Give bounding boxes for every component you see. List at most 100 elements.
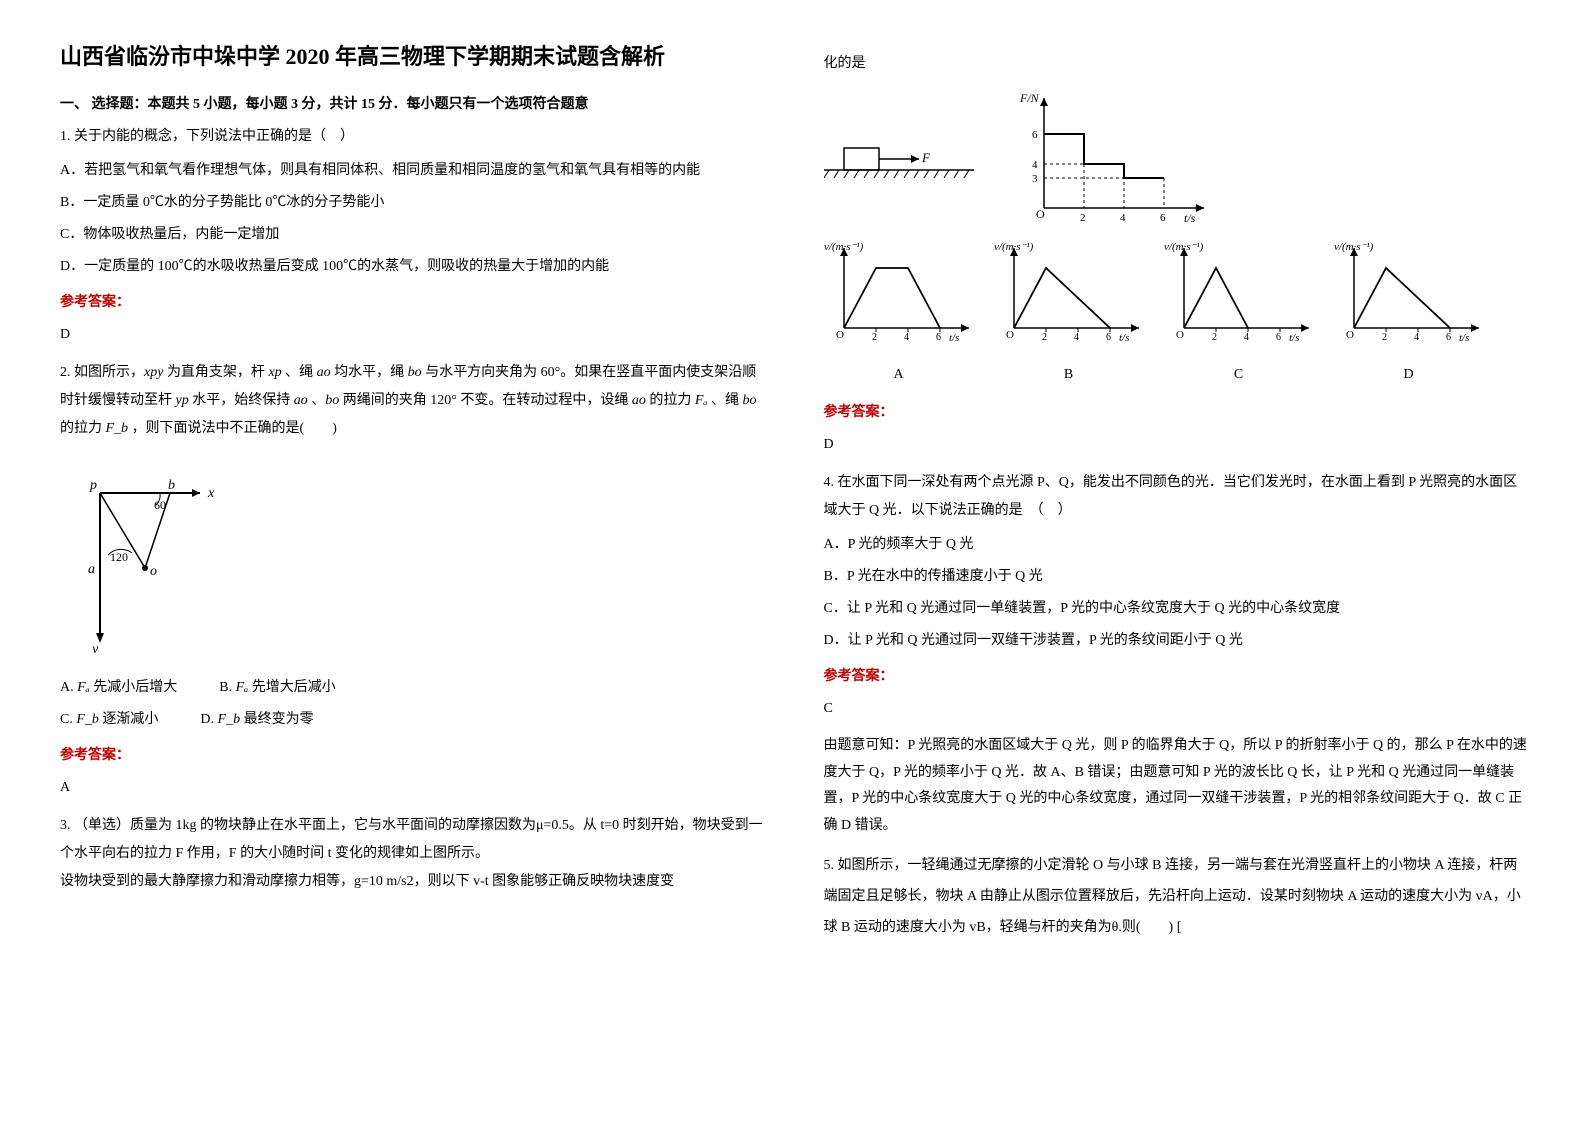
- q1-answer: D: [60, 321, 764, 349]
- q2-t3: 、绳: [282, 365, 317, 380]
- q2-bo1: bo: [408, 365, 422, 380]
- q2-diagram-svg: p b x a o y 60 120: [60, 453, 240, 653]
- q2C-mid: 逐渐减小: [99, 712, 159, 727]
- vtB-xl: t/s: [1119, 332, 1129, 344]
- q2A-pre: A.: [60, 680, 77, 695]
- q2-ao2: ao: [294, 393, 308, 408]
- ft-y4: 4: [1032, 159, 1038, 171]
- q2-xpy: xpy: [144, 365, 163, 380]
- q2-fig-o: o: [150, 564, 157, 579]
- q1-optD: D．一定质量的 100℃的水吸收热量后变成 100℃的水蒸气，则吸收的热量大于增…: [60, 253, 764, 281]
- q2D-mid: 最终变为零: [240, 712, 314, 727]
- svg-text:4: 4: [1074, 332, 1079, 343]
- q2-ao1: ao: [317, 365, 331, 380]
- ft-x2: 2: [1080, 212, 1086, 224]
- svg-text:O: O: [1176, 329, 1184, 341]
- ft-y6: 6: [1032, 129, 1038, 141]
- q1-answer-label: 参考答案：: [60, 289, 764, 317]
- svg-text:4: 4: [904, 332, 909, 343]
- q2-options: A. Fₐ 先减小后增大 B. Fₐ 先增大后减小 C. F_b 逐渐减小 D.…: [60, 674, 764, 734]
- vtD-xl: t/s: [1459, 332, 1469, 344]
- svg-text:2: 2: [1382, 332, 1387, 343]
- q2C-fb: F_b: [76, 712, 99, 727]
- q3-stem3: 化的是: [824, 50, 1528, 78]
- q2B-pre: B.: [219, 680, 235, 695]
- question-3-stem: 3. （单选）质量为 1kg 的物块静止在水平面上，它与水平面间的动摩擦因数为μ…: [60, 812, 764, 896]
- q4-options: A．P 光的频率大于 Q 光 B．P 光在水中的传播速度小于 Q 光 C．让 P…: [824, 531, 1528, 655]
- ft-xlabel: t/s: [1184, 211, 1196, 225]
- q3-stem2: 设物块受到的最大静摩擦力和滑动摩擦力相等，g=10 m/s2，则以下 v-t 图…: [60, 868, 764, 896]
- q2-bo2: bo: [325, 393, 339, 408]
- q2D-pre: D.: [200, 712, 217, 727]
- q2A-mid: 先减小后增大: [90, 680, 178, 695]
- question-4: 4. 在水面下同一深处有两个点光源 P、Q，能发出不同颜色的光．当它们发光时，在…: [824, 469, 1528, 839]
- q3-F-label: F: [921, 150, 931, 165]
- q2-fig-60: 60: [154, 498, 166, 512]
- q2-yp: yp: [176, 393, 189, 408]
- q2-t9: 的拉力: [646, 393, 695, 408]
- q1-stem: 1. 关于内能的概念，下列说法中正确的是（ ）: [60, 123, 764, 151]
- q1-optB: B．一定质量 0℃水的分子势能比 0℃冰的分子势能小: [60, 189, 764, 217]
- q2-bo3: bo: [742, 393, 756, 408]
- svg-text:6: 6: [936, 332, 941, 343]
- vt-label-C: C: [1164, 361, 1314, 389]
- vt-chart-A: O v/(m·s⁻¹) t/s 246 A: [824, 238, 974, 389]
- q2B-fa: Fₐ: [236, 680, 249, 695]
- svg-text:O: O: [1006, 329, 1014, 341]
- q4-optB: B．P 光在水中的传播速度小于 Q 光: [824, 563, 1528, 591]
- section-1-header: 一、 选择题：本题共 5 小题，每小题 3 分，共计 15 分．每小题只有一个选…: [60, 93, 764, 113]
- q2B-mid: 先增大后减小: [248, 680, 336, 695]
- q2C-pre: C.: [60, 712, 76, 727]
- q2-fig-y: y: [90, 642, 99, 653]
- q2-optC: C. F_b 逐渐减小 D. F_b 最终变为零: [60, 706, 764, 734]
- q2-xp: xp: [268, 365, 281, 380]
- q4-explanation: 由题意可知：P 光照亮的水面区域大于 Q 光，则 P 的临界角大于 Q，所以 P…: [824, 733, 1528, 839]
- q1-optC: C．物体吸收热量后，内能一定增加: [60, 221, 764, 249]
- q2-optA: A. Fₐ 先减小后增大 B. Fₐ 先增大后减小: [60, 674, 764, 702]
- ft-x4: 4: [1120, 212, 1126, 224]
- ft-O: O: [1036, 207, 1045, 221]
- q2A-fa: Fₐ: [77, 680, 90, 695]
- q2-fig-120: 120: [110, 550, 128, 564]
- page-title: 山西省临汾市中垛中学 2020 年高三物理下学期期末试题含解析: [60, 40, 764, 73]
- q2-fig-x: x: [207, 486, 215, 501]
- right-column: 化的是 F: [824, 40, 1528, 954]
- vt-chart-C: O v/(m·s⁻¹) t/s 246 C: [1164, 238, 1314, 389]
- q3-answer: D: [824, 431, 1528, 459]
- vtC-yl: v/(m·s⁻¹): [1164, 241, 1204, 253]
- left-column: 山西省临汾市中垛中学 2020 年高三物理下学期期末试题含解析 一、 选择题：本…: [60, 40, 764, 954]
- q2-t11: 的拉力: [60, 421, 106, 436]
- q3-block-fig: F: [824, 128, 974, 188]
- q5-stem1: 5. 如图所示，一轻绳通过无摩擦的小定滑轮 O 与小球 B 连接，另一端与套在光…: [824, 851, 1528, 943]
- vtA-yl: v/(m·s⁻¹): [824, 241, 864, 253]
- q2-figure: p b x a o y 60 120: [60, 453, 764, 664]
- q3-stem1: 3. （单选）质量为 1kg 的物块静止在水平面上，它与水平面间的动摩擦因数为μ…: [60, 812, 764, 868]
- vt-chart-D: O v/(m·s⁻¹) t/s 246 D: [1334, 238, 1484, 389]
- q3-cont: 化的是 F: [824, 50, 1528, 459]
- q2-t6: 水平，始终保持: [189, 393, 294, 408]
- q4-answer-label: 参考答案：: [824, 663, 1528, 691]
- svg-text:6: 6: [1446, 332, 1451, 343]
- question-2: 2. 如图所示，xpy 为直角支架，杆 xp 、绳 ao 均水平，绳 bo 与水…: [60, 359, 764, 802]
- q2-answer-label: 参考答案：: [60, 742, 764, 770]
- vt-label-B: B: [994, 361, 1144, 389]
- q1-optA: A．若把氢气和氧气看作理想气体，则具有相同体积、相同质量和相同温度的氢气和氧气具…: [60, 157, 764, 185]
- q2-fig-b: b: [168, 478, 175, 493]
- q3-vt-charts: O v/(m·s⁻¹) t/s 246 A O v/(m·s⁻¹): [824, 238, 1528, 389]
- q2-Fa1: Fₐ: [695, 393, 708, 408]
- q2-ao3: ao: [632, 393, 646, 408]
- q2-t7: 、: [308, 393, 326, 408]
- svg-text:2: 2: [872, 332, 877, 343]
- q2-stem: 2. 如图所示，xpy 为直角支架，杆 xp 、绳 ao 均水平，绳 bo 与水…: [60, 359, 764, 443]
- q4-optA: A．P 光的频率大于 Q 光: [824, 531, 1528, 559]
- question-5: 5. 如图所示，一轻绳通过无摩擦的小定滑轮 O 与小球 B 连接，另一端与套在光…: [824, 851, 1528, 943]
- ft-ylabel: F/N: [1019, 91, 1040, 105]
- ft-y3: 3: [1032, 173, 1038, 185]
- q2-t12: ，则下面说法中不正确的是( ): [128, 421, 337, 436]
- q2D-fb: F_b: [218, 712, 241, 727]
- q4-optD: D．让 P 光和 Q 光通过同一双缝干涉装置，P 光的条纹间距小于 Q 光: [824, 627, 1528, 655]
- vtC-xl: t/s: [1289, 332, 1299, 344]
- vt-label-D: D: [1334, 361, 1484, 389]
- svg-text:6: 6: [1276, 332, 1281, 343]
- q2-answer: A: [60, 774, 764, 802]
